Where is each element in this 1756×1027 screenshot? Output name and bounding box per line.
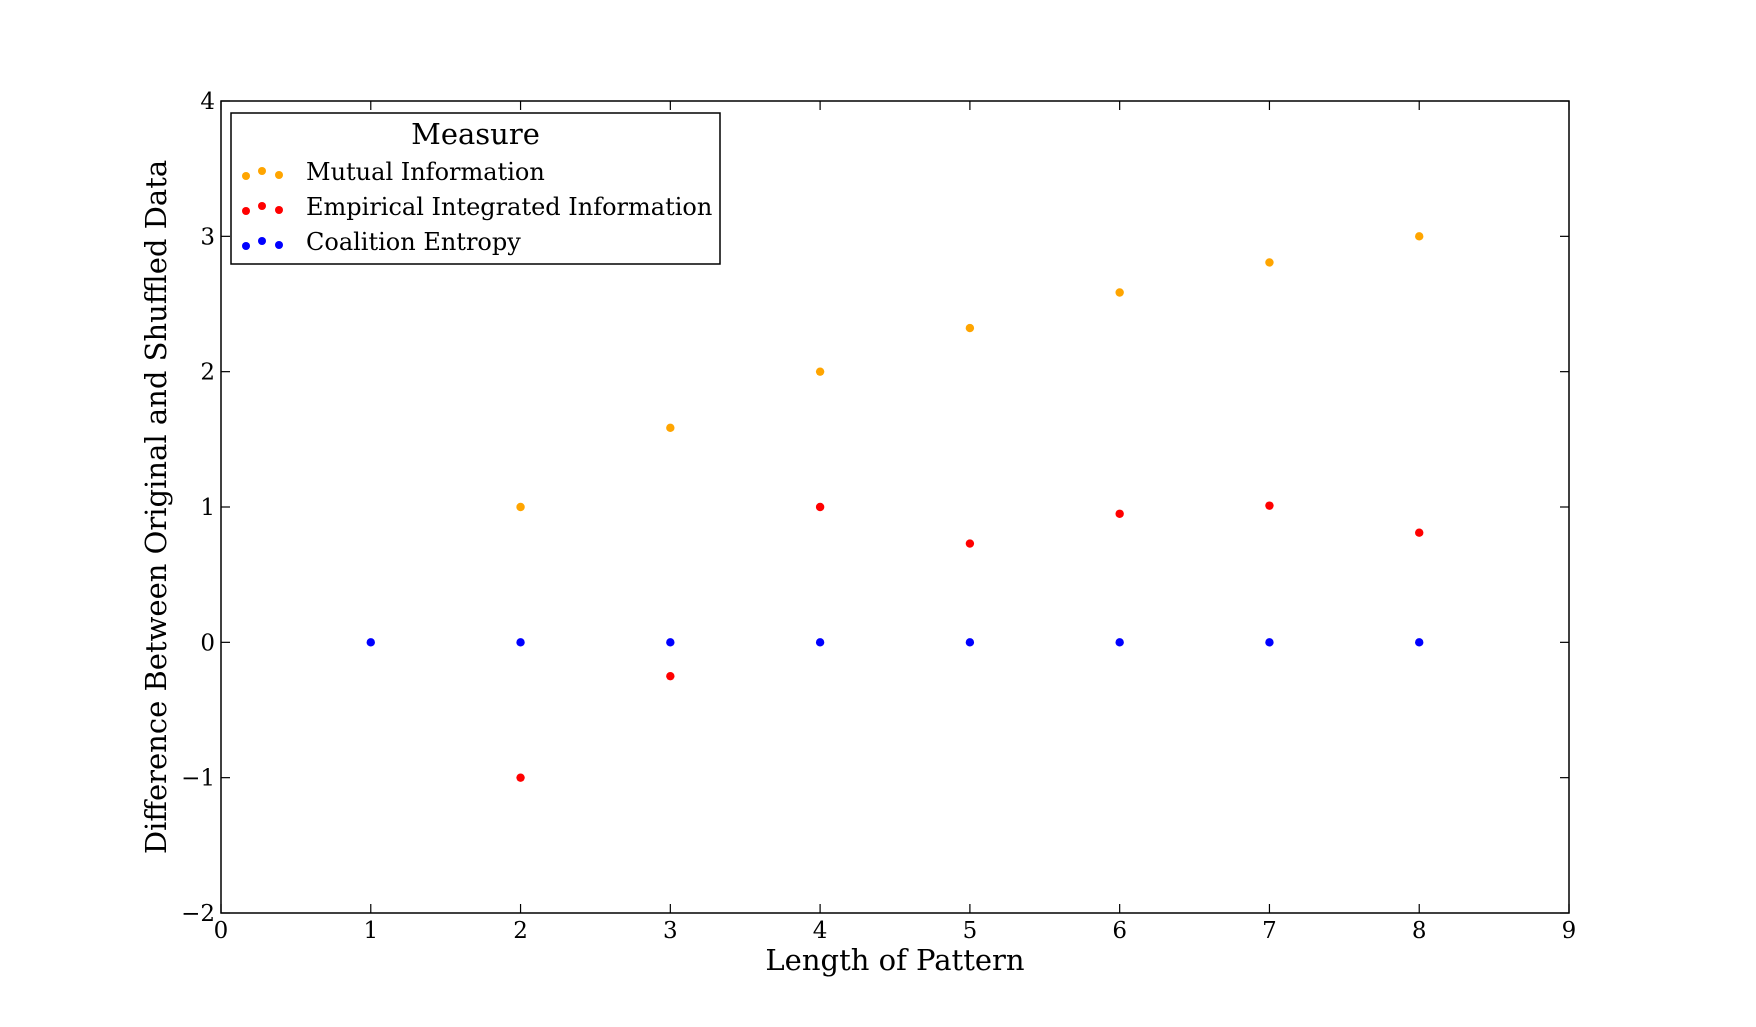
legend-marker xyxy=(258,202,266,210)
legend-label: Mutual Information xyxy=(306,158,545,186)
legend-marker xyxy=(275,206,283,214)
y-tick-label: 3 xyxy=(200,224,215,250)
data-point xyxy=(965,539,975,548)
x-tick-label: 0 xyxy=(214,918,229,944)
data-point xyxy=(1415,528,1424,537)
x-tick-label: 5 xyxy=(963,918,978,944)
data-point xyxy=(666,671,675,681)
data-point xyxy=(815,502,825,512)
legend-entries: Mutual Information Empirical Integrated I… xyxy=(242,158,712,256)
y-tick-label: 4 xyxy=(200,89,215,115)
data-point xyxy=(1265,501,1274,510)
y-tick-label: −2 xyxy=(181,901,215,927)
data-point xyxy=(516,502,525,512)
data-point xyxy=(1115,638,1124,647)
x-tick-label: 1 xyxy=(363,918,378,944)
y-tick-label: 1 xyxy=(200,495,215,521)
legend-marker xyxy=(258,167,266,175)
x-tick-label: 8 xyxy=(1412,918,1427,944)
y-axis-label: Difference Between Original and Shuffled… xyxy=(139,160,173,854)
data-point xyxy=(1115,509,1124,518)
axis-tick-labels: 0 1 2 3 4 5 6 7 8 9 −2 −1 0 1 2 3 4 xyxy=(181,89,1576,944)
data-point xyxy=(965,323,975,333)
y-tick-label: 0 xyxy=(200,630,215,656)
legend-label: Coalition Entropy xyxy=(306,228,521,256)
data-point xyxy=(965,638,975,647)
data-point xyxy=(815,367,825,376)
data-point xyxy=(1265,638,1274,647)
legend-marker xyxy=(275,241,283,249)
data-point xyxy=(1415,638,1424,647)
data-point xyxy=(1265,258,1274,267)
x-tick-label: 9 xyxy=(1562,918,1577,944)
data-point xyxy=(1415,232,1424,241)
legend-label: Empirical Integrated Information xyxy=(306,193,712,221)
data-point xyxy=(666,423,675,433)
legend-marker xyxy=(242,172,250,180)
x-tick-label: 2 xyxy=(513,918,528,944)
data-point xyxy=(1115,288,1124,297)
legend-marker xyxy=(258,237,266,245)
data-point xyxy=(366,638,375,647)
legend-box xyxy=(230,112,721,265)
axis-ticks xyxy=(220,100,1570,914)
data-point xyxy=(516,773,525,782)
legend: Measure Mutual Information Empirical Inte… xyxy=(230,112,721,265)
plot-frame xyxy=(220,100,1570,914)
y-tick-label: 2 xyxy=(200,360,215,386)
data-point xyxy=(516,638,525,647)
legend-marker xyxy=(242,207,250,215)
x-axis-label: Length of Pattern xyxy=(765,943,1024,977)
y-tick-label: −1 xyxy=(181,766,215,792)
legend-marker xyxy=(275,171,283,179)
legend-title: Measure xyxy=(411,117,540,151)
x-tick-label: 3 xyxy=(663,918,678,944)
data-point xyxy=(815,638,825,647)
x-tick-label: 7 xyxy=(1262,918,1277,944)
x-tick-label: 4 xyxy=(813,918,828,944)
x-tick-label: 6 xyxy=(1112,918,1127,944)
legend-marker xyxy=(242,242,250,250)
data-point xyxy=(666,638,675,647)
data-points xyxy=(366,232,1424,782)
